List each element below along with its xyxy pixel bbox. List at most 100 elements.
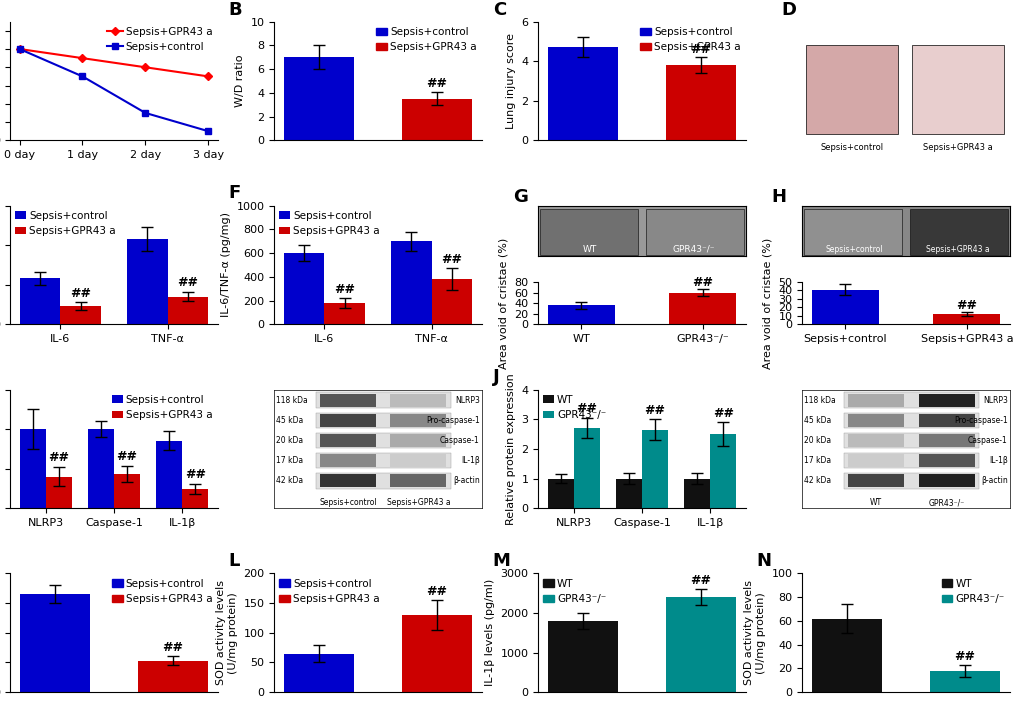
Bar <box>843 453 977 469</box>
Text: WT: WT <box>869 498 881 507</box>
Text: β-actin: β-actin <box>980 477 1007 485</box>
Bar <box>19 278 60 324</box>
Text: WT: WT <box>583 245 597 254</box>
Legend: Sepsis+control, Sepsis+GPR43 a: Sepsis+control, Sepsis+GPR43 a <box>640 27 740 52</box>
Y-axis label: IL-6/TNF-α (pg/mg): IL-6/TNF-α (pg/mg) <box>221 213 230 317</box>
Text: G: G <box>513 187 528 205</box>
Text: Sepsis+GPR43 a: Sepsis+GPR43 a <box>925 245 988 254</box>
Text: 45 kDa: 45 kDa <box>276 416 304 425</box>
Text: B: B <box>228 1 242 19</box>
Sepsis+control <box>140 109 152 118</box>
Bar <box>928 671 1000 692</box>
Text: Sepsis+control: Sepsis+control <box>824 245 882 254</box>
Bar <box>324 303 365 324</box>
Text: Sepsis+GPR43 a: Sepsis+GPR43 a <box>386 498 449 507</box>
Text: Caspase-1: Caspase-1 <box>967 436 1007 445</box>
Bar <box>46 477 71 508</box>
Text: Sepsis+control: Sepsis+control <box>819 143 882 151</box>
Text: Caspase-1: Caspase-1 <box>439 436 479 445</box>
Bar <box>401 615 472 692</box>
Bar <box>156 441 182 508</box>
Bar <box>573 428 599 508</box>
Bar <box>316 392 450 408</box>
Bar <box>390 394 446 407</box>
Bar <box>547 48 618 141</box>
Bar <box>316 433 450 448</box>
Y-axis label: Area void of cristae (%): Area void of cristae (%) <box>498 237 508 368</box>
Legend: Sepsis+control, Sepsis+GPR43 a: Sepsis+control, Sepsis+GPR43 a <box>279 211 379 236</box>
Bar <box>804 208 901 255</box>
Sepsis+GPR43 a <box>76 54 89 63</box>
Bar <box>918 474 973 487</box>
Text: 17 kDa: 17 kDa <box>804 456 830 465</box>
Bar <box>547 621 618 692</box>
Bar <box>811 619 881 692</box>
Bar <box>843 392 977 408</box>
Text: ##: ## <box>441 253 462 266</box>
Bar <box>390 414 446 427</box>
Bar <box>283 253 324 324</box>
Text: ##: ## <box>954 650 974 663</box>
Bar <box>847 414 903 427</box>
Bar <box>19 429 46 508</box>
Text: L: L <box>228 552 239 570</box>
Bar <box>390 474 446 487</box>
Y-axis label: Lung injury score: Lung injury score <box>505 33 516 129</box>
Y-axis label: IL-1β levels (pg/ml): IL-1β levels (pg/ml) <box>484 579 494 686</box>
Text: 42 kDa: 42 kDa <box>276 477 303 485</box>
Legend: WT, GPR43⁻/⁻: WT, GPR43⁻/⁻ <box>543 579 605 604</box>
Text: ##: ## <box>956 298 976 311</box>
Text: H: H <box>770 187 786 205</box>
Y-axis label: SOD activity levels
(U/mg protein): SOD activity levels (U/mg protein) <box>744 580 765 686</box>
Bar <box>665 65 736 141</box>
Text: 17 kDa: 17 kDa <box>276 456 303 465</box>
Bar <box>615 479 641 508</box>
Text: ##: ## <box>48 451 69 464</box>
Text: ##: ## <box>116 450 138 463</box>
Sepsis+control <box>13 45 25 53</box>
Text: N: N <box>756 552 771 570</box>
Bar <box>918 434 973 447</box>
Bar <box>843 433 977 448</box>
Text: IL-1β: IL-1β <box>988 456 1007 465</box>
Bar <box>390 454 446 467</box>
Bar <box>547 305 614 324</box>
Bar <box>847 434 903 447</box>
Bar <box>390 242 431 324</box>
Bar <box>126 239 167 324</box>
Bar <box>918 414 973 427</box>
Text: Pro-caspase-1: Pro-caspase-1 <box>953 416 1007 425</box>
Sepsis+control <box>202 127 214 136</box>
Y-axis label: Relative protein expression: Relative protein expression <box>505 373 516 525</box>
Bar <box>401 99 472 141</box>
Bar <box>182 490 208 508</box>
Bar <box>811 290 877 324</box>
Bar <box>847 474 903 487</box>
Bar <box>646 208 743 255</box>
Text: ##: ## <box>162 641 183 654</box>
Y-axis label: SOD activity levels
(U/mg protein): SOD activity levels (U/mg protein) <box>216 580 237 686</box>
Text: Sepsis+control: Sepsis+control <box>319 498 376 507</box>
Y-axis label: Area void of cristae (%): Area void of cristae (%) <box>762 237 772 368</box>
Text: C: C <box>492 1 505 19</box>
Bar <box>911 45 1003 134</box>
Bar <box>668 293 736 324</box>
Text: J: J <box>492 368 499 386</box>
Text: ##: ## <box>576 402 596 415</box>
Text: 118 kDa: 118 kDa <box>276 396 308 404</box>
Text: 118 kDa: 118 kDa <box>804 396 836 404</box>
Text: ##: ## <box>70 287 91 300</box>
Bar <box>540 208 637 255</box>
Bar <box>847 454 903 467</box>
Text: 45 kDa: 45 kDa <box>804 416 830 425</box>
Bar <box>847 394 903 407</box>
Text: IL-1β: IL-1β <box>461 456 479 465</box>
Bar <box>684 479 709 508</box>
Text: 20 kDa: 20 kDa <box>804 436 830 445</box>
Text: GPR43⁻/⁻: GPR43⁻/⁻ <box>672 245 714 254</box>
Bar <box>709 434 736 508</box>
Bar <box>283 654 354 692</box>
Bar <box>316 453 450 469</box>
Bar <box>909 208 1007 255</box>
Text: ##: ## <box>426 585 447 598</box>
